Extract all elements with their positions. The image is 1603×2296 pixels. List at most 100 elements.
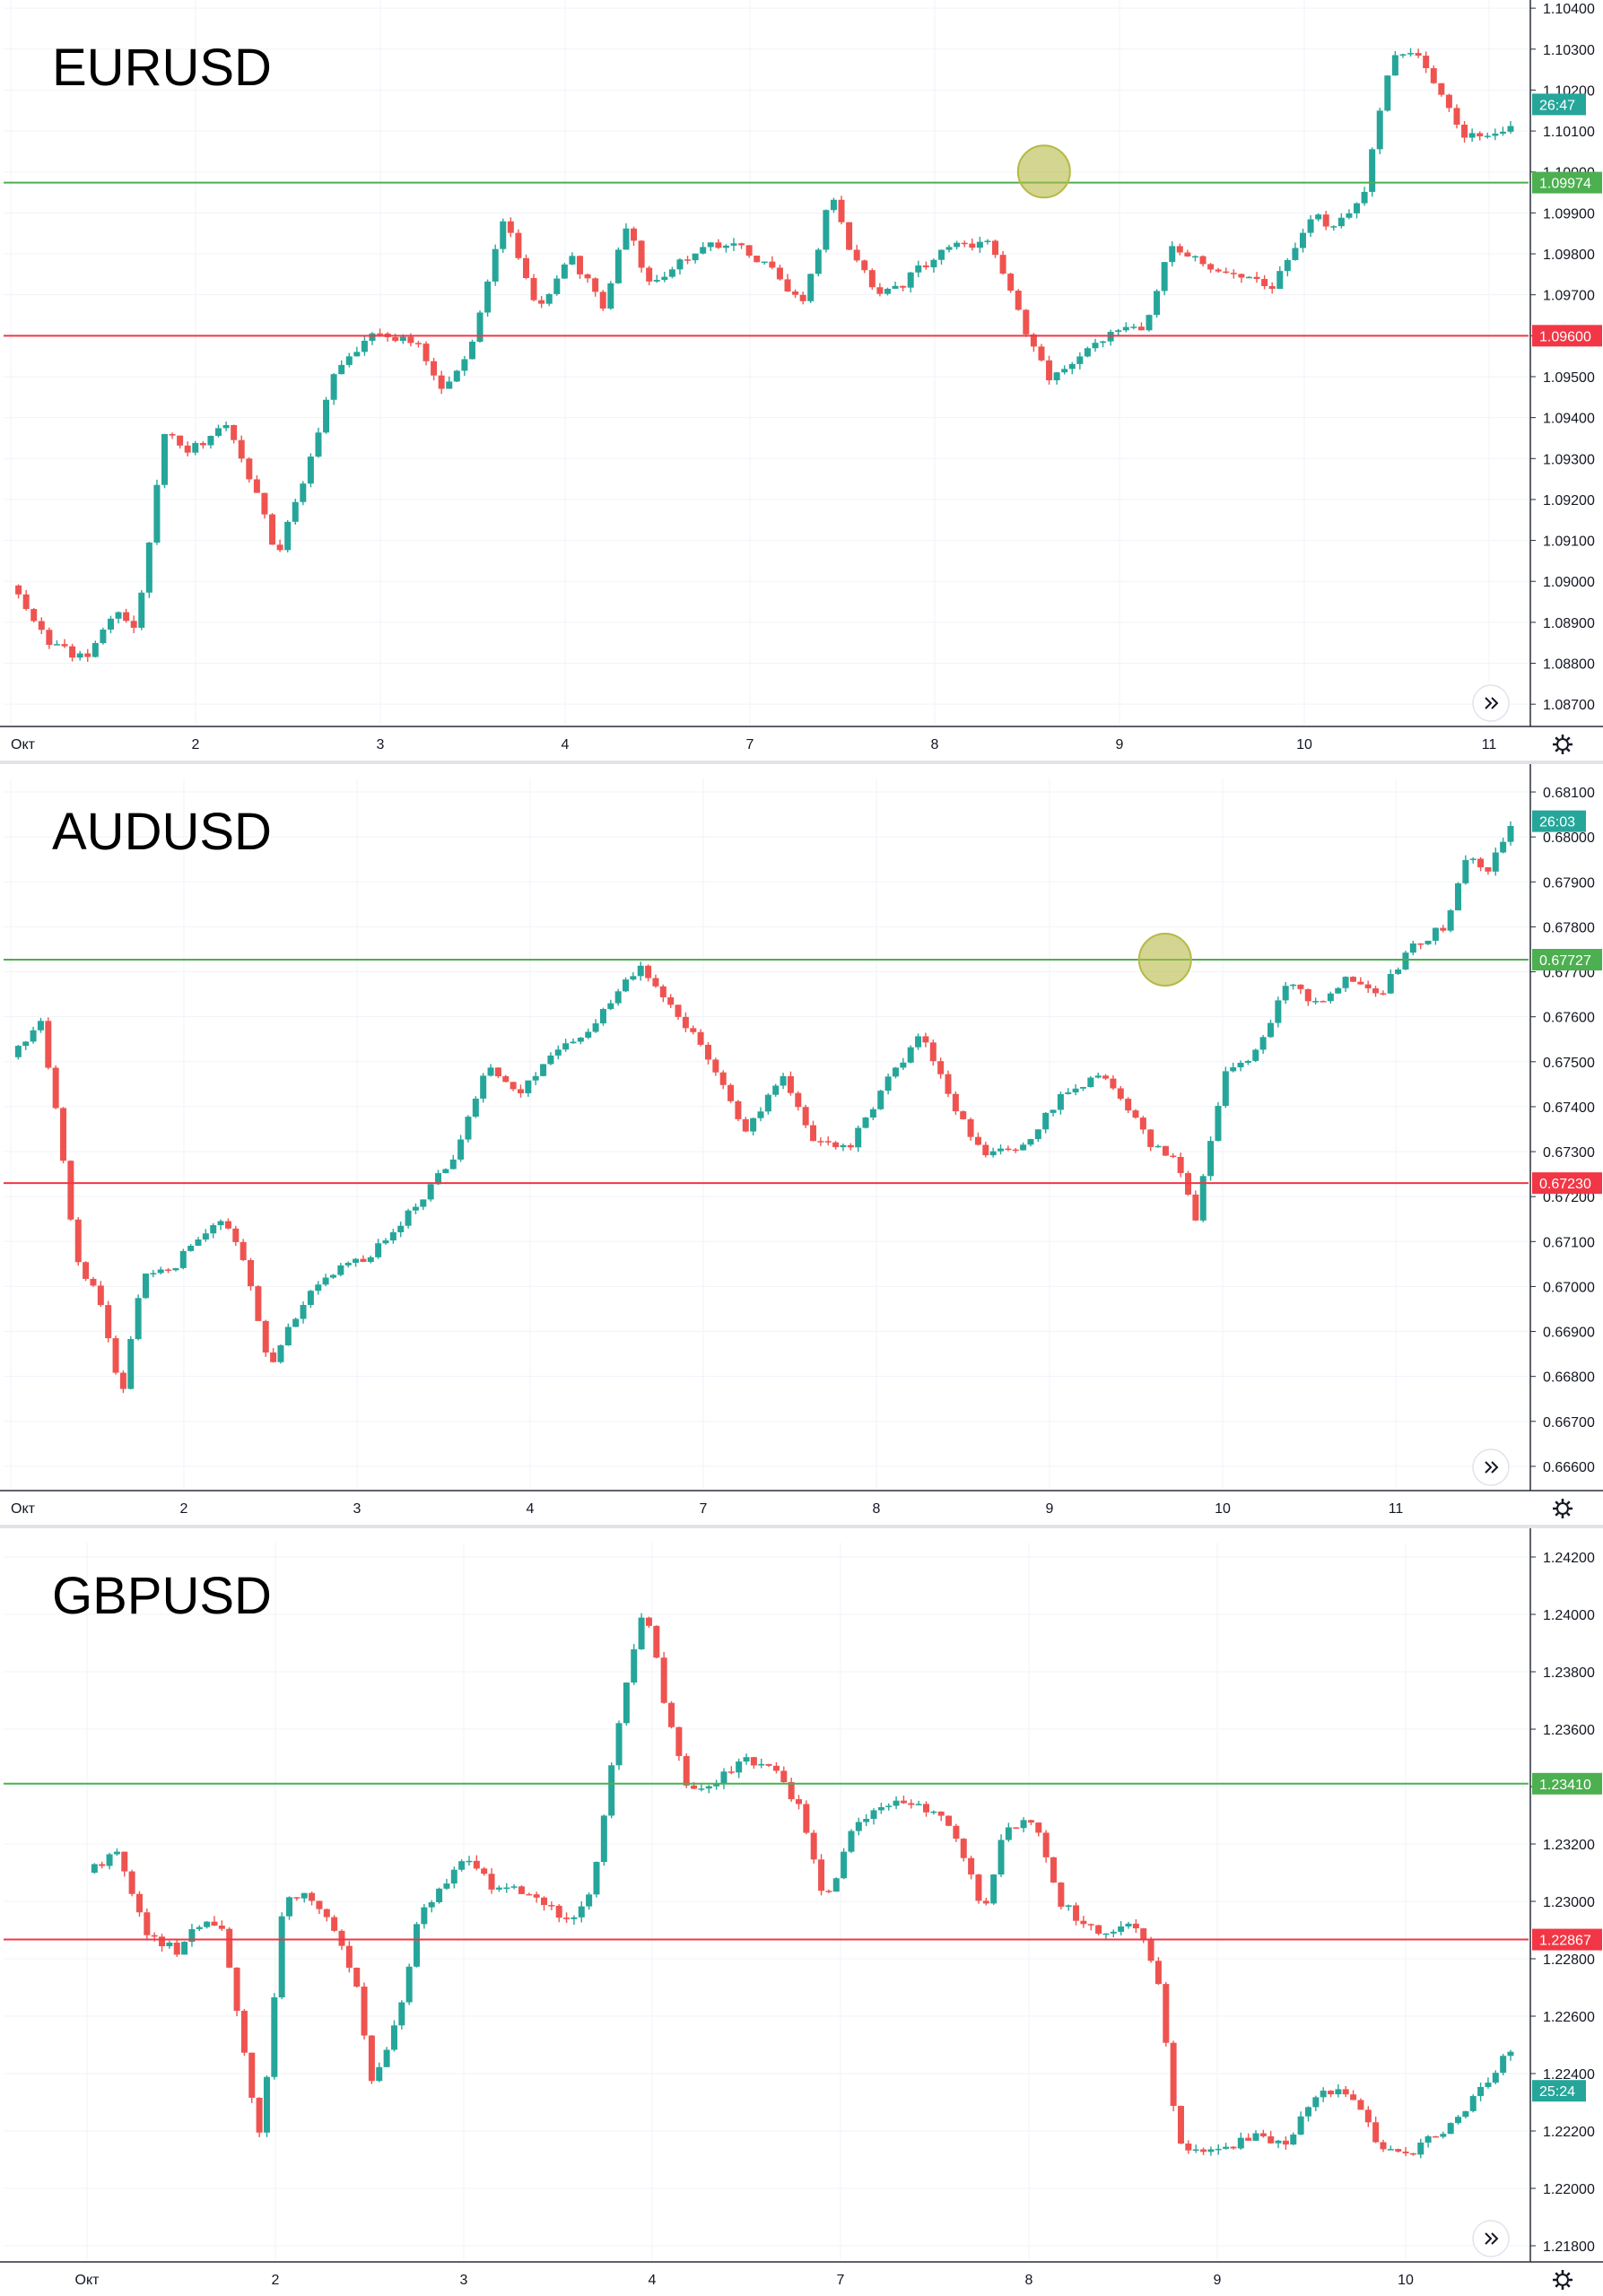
candle-body-up — [637, 965, 644, 977]
resistance-price-label: 1.23410 — [1539, 1778, 1591, 1793]
candle-body-down — [563, 1918, 571, 1919]
time-axis[interactable]: Окт 2 3 4 7 8 9 10 11 — [11, 1501, 1403, 1517]
candle-body-down — [825, 1891, 832, 1892]
price-tick-label: 1.21800 — [1543, 2239, 1595, 2255]
candle-body-down — [1012, 1149, 1019, 1152]
candle-body-up — [196, 1926, 203, 1929]
candle-body-down — [1192, 1194, 1199, 1221]
candle-body-down — [742, 1118, 749, 1132]
candle-body-down — [1372, 2122, 1380, 2143]
candle-body-down — [112, 1338, 119, 1373]
candle-body-up — [631, 1648, 638, 1683]
candle-body-down — [1245, 2137, 1252, 2141]
candle-body-down — [1268, 286, 1276, 290]
candle-body-up — [345, 356, 353, 365]
chart-settings-button[interactable] — [1553, 1499, 1573, 1518]
candle-body-up — [570, 1041, 577, 1044]
time-axis[interactable]: Окт 2 3 4 7 8 9 10 — [75, 2273, 1414, 2288]
candle-body-down — [1087, 1924, 1094, 1926]
candle-body-up — [638, 1617, 645, 1649]
candle-body-up — [1500, 841, 1507, 853]
candle-body-down — [517, 1089, 524, 1093]
gear-tooth — [1555, 2283, 1559, 2288]
price-tick-label: 1.22400 — [1543, 2067, 1595, 2083]
candle-body-down — [1038, 346, 1045, 361]
candle-body-down — [1035, 1822, 1042, 1833]
candle-body-down — [240, 2010, 248, 2053]
candle-body-up — [863, 1819, 870, 1822]
candle-body-up — [1275, 1000, 1282, 1023]
candle-body-up — [1252, 2133, 1259, 2141]
candle-body-down — [99, 1864, 106, 1866]
time-tick-label: 9 — [1116, 737, 1124, 752]
candle-body-up — [1079, 1086, 1086, 1089]
candle-body-up — [1354, 203, 1361, 213]
candle-body-down — [824, 1141, 832, 1143]
price-tick-label: 1.08900 — [1543, 616, 1595, 631]
candle-body-down — [240, 1241, 247, 1260]
scroll-to-latest-button[interactable] — [1472, 1448, 1510, 1486]
price-axis[interactable]: 0.681000.680000.679000.678000.677000.676… — [1530, 786, 1595, 1475]
time-axis[interactable]: Окт 2 3 4 7 8 9 10 11 — [11, 737, 1496, 752]
candle-body-down — [1417, 943, 1424, 945]
candle-body-up — [1245, 276, 1252, 279]
candle-body-up — [1477, 2086, 1485, 2097]
candle-body-up — [1050, 1109, 1057, 1113]
price-tick-label: 0.67100 — [1543, 1235, 1595, 1250]
candle-body-down — [548, 1905, 555, 1907]
candle-body-up — [91, 643, 99, 657]
candle-body-up — [161, 433, 168, 485]
candle-body-down — [1102, 1075, 1110, 1079]
candle-body-down — [1050, 1857, 1057, 1883]
price-tick-label: 0.67200 — [1543, 1190, 1595, 1205]
candle-body-up — [1222, 1071, 1229, 1107]
price-tick-label: 1.09400 — [1543, 412, 1595, 427]
candle-body-up — [630, 976, 637, 980]
candle-body-up — [369, 333, 376, 341]
candle-body-down — [584, 274, 591, 279]
candle-body-up — [1297, 2116, 1304, 2135]
countdown-label: 26:47 — [1539, 98, 1575, 113]
candle-body-up — [877, 1806, 884, 1811]
candle-body-down — [1445, 94, 1452, 109]
candle-body-up — [1169, 246, 1176, 263]
candle-body-up — [1424, 2135, 1432, 2143]
candle-body-up — [661, 276, 668, 281]
candle-body-up — [1304, 2107, 1311, 2117]
candle-body-down — [541, 1897, 548, 1906]
candle-body-up — [1432, 927, 1439, 941]
candle-body-down — [52, 1067, 59, 1109]
candle-body-down — [1261, 279, 1268, 287]
candle-body-up — [984, 240, 991, 242]
candle-body-down — [224, 1221, 231, 1229]
candle-body-down — [15, 585, 22, 595]
price-tick-label: 0.68100 — [1543, 786, 1595, 801]
candle-body-down — [769, 261, 776, 268]
candle-body-down — [1350, 2094, 1357, 2100]
candle-body-down — [1162, 1145, 1169, 1156]
candle-body-down — [803, 1804, 810, 1833]
candle-body-up — [743, 1757, 750, 1762]
candle-body-up — [1230, 1067, 1237, 1072]
candle-body-down — [929, 1042, 937, 1062]
scroll-to-latest-button[interactable] — [1472, 2220, 1510, 2257]
candle-body-down — [1430, 68, 1437, 83]
candle-body-down — [683, 1755, 690, 1786]
chart-settings-button[interactable] — [1553, 2270, 1573, 2290]
scroll-to-latest-button[interactable] — [1472, 684, 1510, 722]
price-tick-label: 0.66600 — [1543, 1460, 1595, 1475]
candle-body-down — [159, 1936, 166, 1946]
candle-body-up — [383, 2049, 390, 2067]
candle-body-down — [211, 1921, 218, 1926]
double-chevron-right-icon — [1485, 697, 1499, 709]
candle-body-down — [151, 1935, 158, 1937]
candle-body-up — [390, 2025, 397, 2050]
candle-body-up — [106, 1854, 113, 1866]
time-tick-label: 9 — [1046, 1501, 1054, 1517]
chart-settings-button[interactable] — [1553, 735, 1573, 754]
candle-body-up — [1094, 1075, 1102, 1078]
candle-body-up — [195, 1239, 202, 1246]
price-axis[interactable]: 1.242001.240001.238001.236001.234001.232… — [1530, 1551, 1595, 2255]
candle-body-up — [91, 1864, 98, 1873]
candle-body-down — [473, 1860, 480, 1869]
